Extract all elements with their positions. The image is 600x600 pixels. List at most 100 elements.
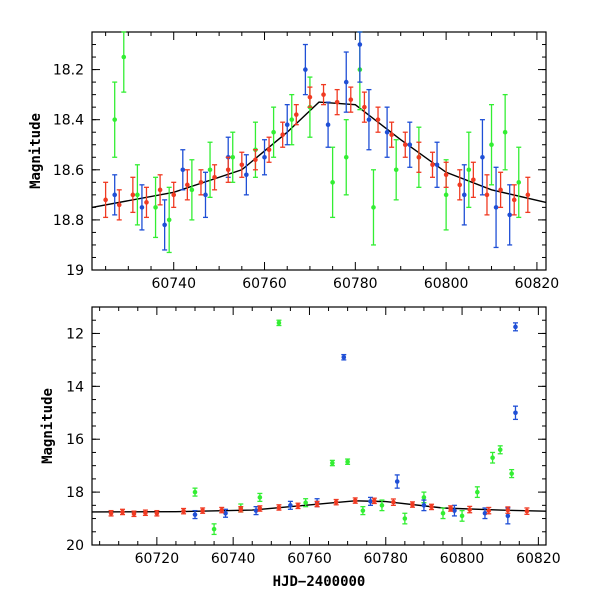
- red-marker: [280, 132, 285, 138]
- red-marker: [525, 192, 531, 198]
- green-data-point: [271, 106, 277, 158]
- green-data-point: [474, 486, 480, 499]
- blue-marker: [505, 513, 511, 519]
- green-data-point: [289, 93, 295, 146]
- y-tick-label: 18.6: [53, 163, 84, 179]
- y-tick-label: 19: [66, 263, 84, 279]
- green-marker: [343, 154, 349, 160]
- blue-marker: [253, 508, 259, 513]
- red-data-point: [157, 174, 163, 206]
- red-data-point: [293, 104, 299, 126]
- blue-marker: [513, 410, 518, 416]
- blue-data-point: [139, 184, 145, 231]
- x-tick-label: 60800: [424, 276, 469, 292]
- red-marker: [143, 510, 148, 516]
- green-marker: [271, 129, 276, 135]
- blue-data-point: [512, 405, 518, 421]
- blue-marker: [368, 499, 373, 504]
- green-marker: [502, 129, 508, 135]
- red-marker: [416, 154, 422, 160]
- green-data-point: [370, 169, 376, 246]
- blue-data-point: [366, 88, 372, 151]
- green-marker: [360, 508, 366, 513]
- green-marker: [497, 447, 503, 453]
- green-marker: [330, 180, 335, 185]
- green-marker: [440, 510, 446, 516]
- green-data-point: [393, 139, 399, 201]
- red-marker: [157, 187, 163, 193]
- blue-marker: [288, 503, 293, 508]
- blue-data-point: [493, 166, 499, 249]
- blue-marker: [507, 212, 512, 218]
- green-data-point: [345, 458, 351, 465]
- red-data-point: [171, 181, 177, 209]
- red-data-point: [361, 91, 367, 123]
- green-marker: [379, 503, 385, 508]
- red-marker: [443, 172, 449, 178]
- red-data-point: [390, 498, 396, 506]
- red-marker: [375, 117, 381, 122]
- red-marker: [333, 499, 339, 505]
- red-data-point: [430, 151, 435, 178]
- blue-data-point: [180, 149, 186, 191]
- green-data-point: [134, 164, 140, 226]
- blue-marker: [139, 205, 145, 210]
- green-marker: [303, 500, 308, 505]
- red-marker: [402, 142, 408, 148]
- green-data-point: [230, 131, 236, 183]
- top-panel: 60740 60760 60780 60800 60820 18.2 18.4 18.6 18.…: [28, 31, 559, 292]
- blue-data-point: [192, 509, 198, 520]
- blue-marker: [366, 117, 372, 122]
- x-tick-label: 60760: [242, 276, 287, 292]
- green-data-point: [166, 186, 172, 254]
- red-data-point: [212, 164, 218, 191]
- green-data-point: [276, 319, 282, 327]
- red-data-point: [116, 189, 122, 221]
- red-data-point: [429, 503, 435, 511]
- blue-data-point: [341, 353, 347, 361]
- x-tick-label: 60760: [287, 551, 332, 567]
- red-marker: [219, 507, 225, 513]
- red-marker: [389, 132, 394, 138]
- bottom-y-axis-title: Magnitude: [40, 388, 56, 464]
- red-marker: [321, 92, 326, 97]
- x-tick-label: 60740: [211, 551, 256, 567]
- red-marker: [362, 104, 367, 110]
- green-data-point: [489, 104, 495, 186]
- red-marker: [108, 510, 114, 516]
- blue-data-point: [394, 474, 400, 489]
- blue-marker: [407, 142, 413, 148]
- blue-data-point: [384, 106, 390, 158]
- red-data-point: [484, 174, 490, 216]
- blue-marker: [162, 222, 167, 228]
- green-marker: [189, 187, 195, 193]
- red-marker: [103, 197, 108, 203]
- blue-data-point: [451, 504, 457, 517]
- red-marker: [391, 499, 396, 505]
- red-data-point: [130, 176, 136, 214]
- red-data-point: [352, 497, 358, 504]
- red-data-point: [257, 505, 263, 512]
- blue-marker: [394, 479, 400, 484]
- red-marker: [266, 147, 272, 153]
- blue-marker: [482, 510, 488, 516]
- green-data-point: [112, 81, 118, 158]
- blue-marker: [452, 508, 457, 513]
- blue-data-point: [512, 322, 518, 332]
- red-data-point: [321, 83, 327, 106]
- blue-marker: [357, 42, 363, 47]
- blue-marker: [461, 192, 467, 198]
- red-data-point: [200, 507, 206, 514]
- x-tick-label: 60820: [516, 551, 561, 567]
- green-data-point: [192, 487, 198, 497]
- red-marker: [130, 192, 136, 198]
- green-data-point: [459, 509, 465, 522]
- red-marker: [471, 177, 476, 183]
- green-marker: [135, 192, 140, 198]
- green-data-point: [360, 506, 366, 516]
- top-y-axis-title: Magnitude: [28, 113, 44, 189]
- red-data-point: [280, 121, 286, 148]
- red-data-point: [219, 506, 225, 514]
- blue-marker: [223, 510, 228, 516]
- green-marker: [330, 460, 335, 466]
